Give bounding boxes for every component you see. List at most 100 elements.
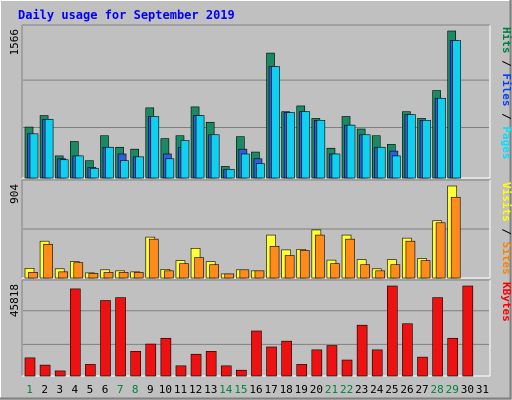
legend-item-hits: Hits <box>500 27 512 54</box>
bar-sites-day-2 <box>43 243 53 279</box>
bar-kbytes-day-29 <box>447 337 459 377</box>
bar-pages-day-25 <box>392 155 401 179</box>
bar-sites-day-4 <box>73 262 84 279</box>
bar-kbytes-day-21 <box>326 345 338 377</box>
bar-pages-day-1 <box>29 133 39 179</box>
bar-sites-day-9 <box>148 238 159 279</box>
bar-kbytes-day-23 <box>356 324 368 377</box>
legend-item-visits: Visits <box>500 182 512 222</box>
bar-kbytes-day-30 <box>462 285 474 377</box>
bar-pages-day-15 <box>241 153 250 179</box>
bar-kbytes-day-22 <box>341 359 353 377</box>
bar-sites-day-21 <box>330 263 340 279</box>
legend-separator: / <box>500 222 512 242</box>
bar-kbytes-day-14 <box>220 365 232 377</box>
x-label-day-9: 9 <box>147 383 154 396</box>
bar-kbytes-day-5 <box>85 364 96 377</box>
x-label-day-24: 24 <box>370 383 384 396</box>
bar-sites-day-29 <box>450 196 461 279</box>
x-label-day-17: 17 <box>264 383 277 396</box>
legend-item-sites: Sites <box>500 242 512 275</box>
bar-kbytes-day-28 <box>432 297 443 377</box>
bar-pages-day-20 <box>316 120 326 179</box>
bar-pages-day-14 <box>225 169 235 179</box>
bar-pages-day-6 <box>105 146 114 179</box>
bar-pages-day-26 <box>407 114 416 179</box>
x-label-day-14: 14 <box>219 383 233 396</box>
x-label-day-4: 4 <box>72 383 79 396</box>
bar-pages-day-12 <box>195 115 205 179</box>
bar-pages-day-28 <box>437 97 446 179</box>
bar-pages-day-7 <box>120 160 129 179</box>
bar-pages-day-19 <box>301 111 311 179</box>
legend-separator: / <box>500 107 512 127</box>
bar-sites-day-12 <box>194 257 204 279</box>
y-max-labels: 1566 904 45818 <box>8 29 21 317</box>
bar-pages-day-9 <box>150 116 160 179</box>
x-label-day-21: 21 <box>325 383 338 396</box>
bar-kbytes-day-12 <box>190 353 202 377</box>
panel-3-legend: KBytes <box>500 282 512 322</box>
panel-3-ymax-label: 45818 <box>8 284 21 317</box>
bar-sites-day-26 <box>405 240 416 279</box>
bar-kbytes-day-20 <box>311 349 323 377</box>
x-label-day-22: 22 <box>340 383 353 396</box>
bar-kbytes-day-24 <box>371 349 383 377</box>
bar-kbytes-day-3 <box>54 370 66 377</box>
bar-pages-day-18 <box>286 112 295 179</box>
bar-kbytes-day-4 <box>69 288 81 377</box>
panel-2-legend: Visits / Sites <box>500 182 512 275</box>
bar-sites-day-24 <box>375 270 386 279</box>
bars <box>24 30 474 377</box>
bar-sites-day-17 <box>269 246 280 279</box>
bar-sites-day-18 <box>284 255 295 279</box>
x-label-day-28: 28 <box>431 383 444 396</box>
bar-kbytes-day-7 <box>115 297 126 377</box>
bar-pages-day-4 <box>74 155 84 179</box>
x-label-day-27: 27 <box>415 383 428 396</box>
bar-kbytes-day-9 <box>145 343 157 377</box>
bar-pages-day-21 <box>331 153 341 179</box>
x-label-day-5: 5 <box>87 383 94 396</box>
x-label-day-1: 1 <box>26 383 33 396</box>
bar-kbytes-day-15 <box>236 369 247 377</box>
bar-pages-day-23 <box>361 134 371 179</box>
legend-separator: / <box>500 54 512 74</box>
x-label-day-31: 31 <box>476 383 489 396</box>
bar-kbytes-day-13 <box>205 351 217 377</box>
x-label-day-23: 23 <box>355 383 368 396</box>
bar-kbytes-day-18 <box>281 340 292 377</box>
chart-title: Daily usage for September 2019 <box>18 8 235 22</box>
bar-pages-day-29 <box>452 40 462 179</box>
legend-item-pages: Pages <box>500 126 512 159</box>
panel-2-ymax-label: 904 <box>8 184 21 204</box>
bar-kbytes-day-19 <box>296 364 308 377</box>
bar-kbytes-day-16 <box>251 330 262 377</box>
bar-sites-day-13 <box>209 264 219 279</box>
bar-sites-day-1 <box>28 272 38 279</box>
x-label-day-10: 10 <box>159 383 172 396</box>
bar-pages-day-27 <box>422 120 431 179</box>
bar-pages-day-22 <box>346 124 356 179</box>
bar-pages-day-5 <box>90 168 99 179</box>
bar-kbytes-day-10 <box>160 337 172 377</box>
x-axis-labels: 1 2 3 4 5 6 7 8 9 10 11 12 13 14 15 16 17 18 19 20 21 22 23 24 2… <box>26 383 489 396</box>
x-label-day-7: 7 <box>117 383 124 396</box>
bar-sites-day-28 <box>435 222 446 279</box>
x-label-day-3: 3 <box>56 383 63 396</box>
x-label-day-29: 29 <box>446 383 459 396</box>
bar-sites-day-8 <box>133 272 144 279</box>
x-label-day-13: 13 <box>204 383 217 396</box>
bar-sites-day-6 <box>103 272 114 279</box>
x-label-day-30: 30 <box>461 383 474 396</box>
bar-sites-day-5 <box>88 273 99 279</box>
x-label-day-12: 12 <box>189 383 202 396</box>
bar-sites-day-22 <box>345 238 355 279</box>
bar-pages-day-16 <box>256 163 265 179</box>
bar-kbytes-day-6 <box>100 300 111 377</box>
x-label-day-25: 25 <box>385 383 398 396</box>
panels <box>21 24 491 377</box>
bar-sites-day-14 <box>224 273 235 279</box>
x-label-day-26: 26 <box>400 383 413 396</box>
